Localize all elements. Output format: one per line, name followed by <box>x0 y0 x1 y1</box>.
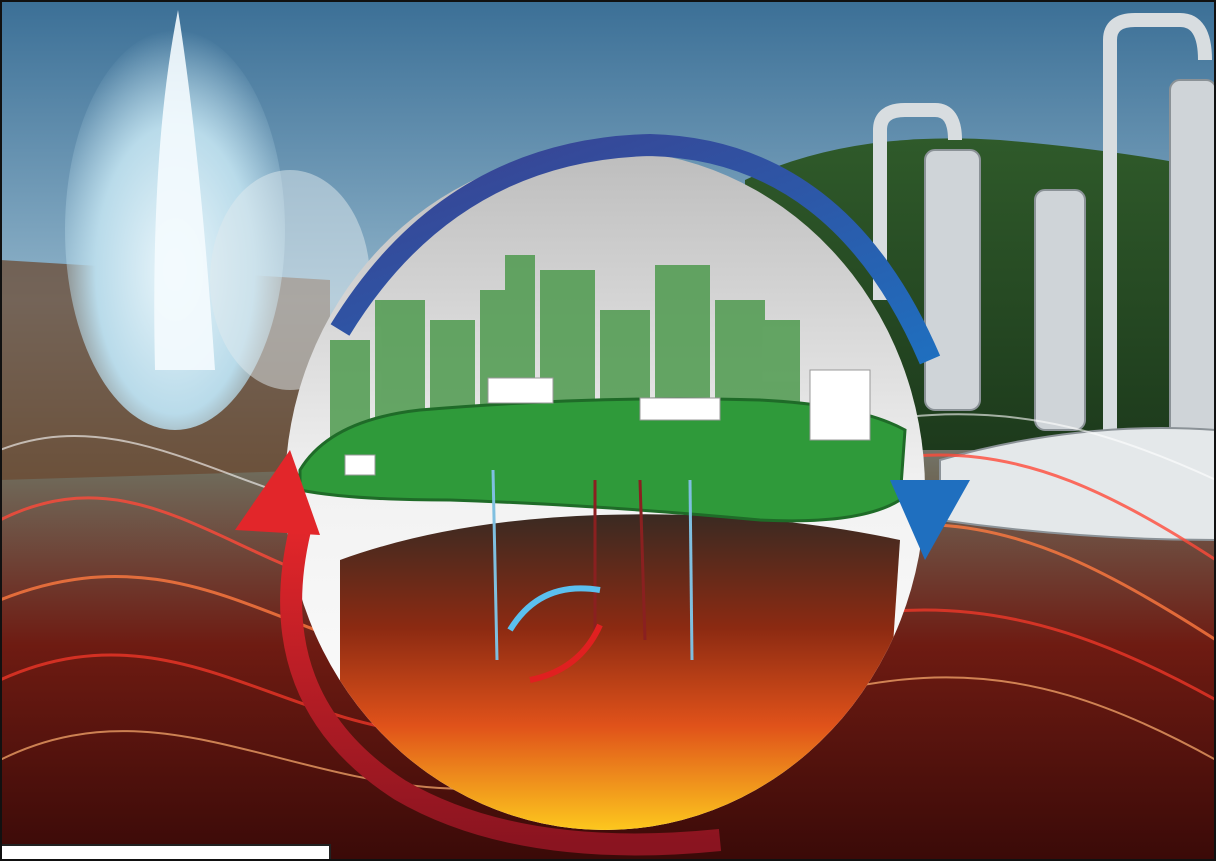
hot-flow <box>529 623 603 683</box>
underground <box>340 514 900 830</box>
red-arrow-head <box>235 450 320 535</box>
blue-arrow-arc <box>330 133 941 365</box>
wells-hot <box>593 479 647 641</box>
cold-flow <box>507 585 601 632</box>
buildings <box>344 369 871 476</box>
wells <box>491 469 694 661</box>
blue-arrow-head <box>890 480 970 560</box>
caption-box <box>0 844 331 861</box>
red-arrow-arc <box>280 527 722 856</box>
geyser-jet <box>154 10 215 370</box>
